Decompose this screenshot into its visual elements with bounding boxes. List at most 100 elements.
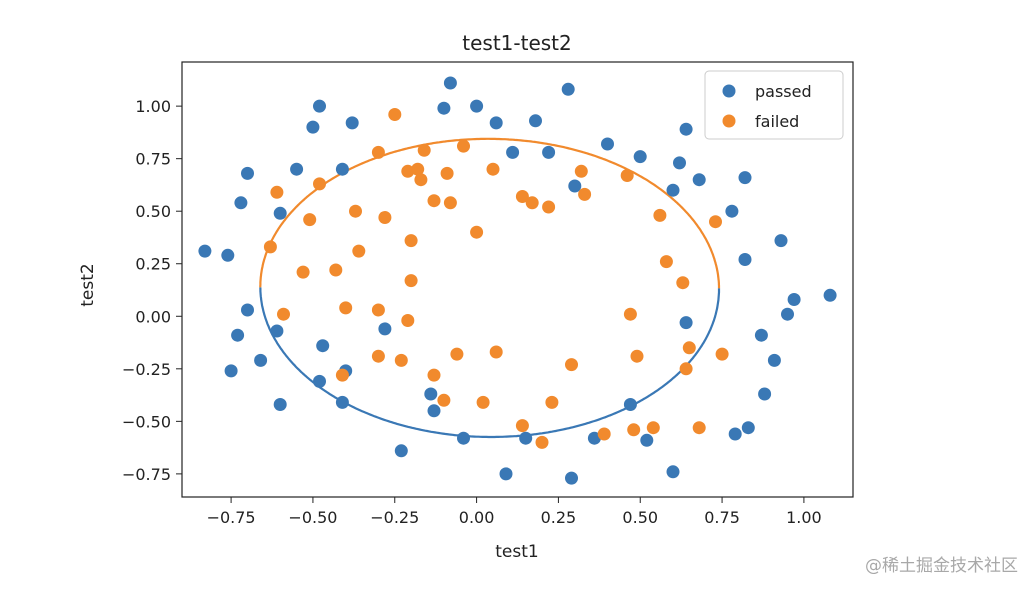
point-failed	[329, 263, 343, 277]
point-passed	[506, 145, 520, 159]
point-passed	[679, 316, 693, 330]
x-tick-label: 0.75	[704, 508, 740, 527]
point-failed	[371, 303, 385, 317]
point-passed	[767, 353, 781, 367]
point-passed	[313, 374, 326, 388]
point-failed	[715, 347, 729, 361]
y-tick-label: 1.00	[135, 97, 171, 116]
point-failed	[388, 108, 402, 121]
point-failed	[653, 208, 667, 222]
point-failed	[646, 421, 660, 435]
y-tick-label: −0.75	[122, 465, 171, 484]
point-failed	[679, 362, 693, 376]
point-failed	[515, 190, 529, 203]
x-tick-label: −0.25	[370, 508, 419, 527]
point-passed	[666, 183, 680, 197]
point-passed	[529, 114, 542, 128]
point-failed	[659, 255, 673, 269]
point-passed	[728, 427, 742, 441]
point-failed	[270, 185, 284, 199]
point-passed	[741, 421, 755, 435]
x-axis-ticks: −0.75 −0.50 −0.25 0.00 0.25 0.50 0.75 1.00	[207, 497, 822, 527]
point-passed	[221, 248, 235, 262]
point-failed	[627, 423, 641, 437]
point-failed	[371, 145, 385, 159]
watermark-text: @稀土掘金技术社区	[865, 556, 1018, 576]
x-tick-label: −0.75	[207, 508, 256, 527]
legend-marker-failed	[722, 114, 736, 128]
point-failed	[404, 234, 418, 248]
point-passed	[424, 387, 438, 401]
point-passed	[587, 431, 601, 445]
point-failed	[414, 173, 428, 187]
point-passed	[640, 433, 654, 447]
point-failed	[443, 196, 457, 210]
point-failed	[339, 301, 353, 315]
point-passed	[738, 253, 752, 266]
point-failed	[411, 162, 425, 176]
x-tick-label: 0.50	[622, 508, 658, 527]
point-passed	[234, 196, 248, 210]
x-tick-label: 1.00	[786, 508, 822, 527]
point-passed	[427, 404, 441, 418]
point-failed	[535, 435, 549, 449]
point-passed	[679, 122, 693, 136]
point-passed	[224, 364, 238, 378]
point-passed	[561, 82, 575, 96]
point-failed	[515, 419, 529, 433]
point-failed	[335, 368, 349, 382]
point-passed	[692, 173, 706, 187]
point-passed	[443, 76, 457, 90]
point-failed	[676, 276, 690, 290]
y-tick-label: 0.00	[135, 307, 171, 326]
point-passed	[499, 467, 513, 481]
axes-frame	[181, 61, 854, 498]
point-passed	[306, 120, 320, 134]
y-axis-ticks: −0.75 −0.50 −0.25 0.00 0.25 0.50 0.75 1.00	[122, 97, 182, 484]
point-passed	[378, 322, 392, 336]
point-failed	[565, 358, 578, 372]
chart-title: test1-test2	[462, 31, 571, 55]
point-passed	[316, 339, 330, 353]
x-tick-label: 0.00	[459, 508, 495, 527]
point-failed	[682, 341, 696, 355]
point-passed	[754, 328, 768, 342]
point-passed	[738, 171, 752, 185]
point-failed	[263, 240, 277, 254]
point-failed	[303, 213, 317, 227]
point-passed	[633, 150, 647, 164]
point-failed	[623, 307, 637, 321]
point-passed	[774, 234, 788, 248]
point-failed	[578, 187, 592, 201]
point-passed	[470, 99, 484, 113]
point-passed	[313, 99, 326, 113]
point-failed	[574, 164, 588, 178]
point-passed	[241, 303, 254, 317]
boundary-upper-arc	[259, 137, 721, 289]
point-passed	[823, 288, 837, 302]
point-passed	[241, 166, 254, 180]
point-failed	[296, 265, 310, 279]
legend-label-failed: failed	[755, 112, 799, 131]
axes-border	[181, 61, 854, 498]
point-failed	[427, 368, 441, 382]
point-failed	[437, 393, 451, 407]
point-passed	[254, 353, 268, 367]
point-failed	[545, 395, 559, 409]
point-passed	[787, 293, 801, 306]
point-failed	[277, 307, 290, 321]
point-failed	[597, 427, 611, 441]
point-failed	[709, 215, 722, 229]
point-passed	[457, 431, 470, 445]
point-failed	[692, 421, 706, 435]
point-failed	[457, 139, 470, 153]
x-tick-label: 0.25	[541, 508, 577, 527]
point-passed	[273, 398, 287, 411]
point-failed	[352, 244, 366, 258]
point-failed	[401, 164, 415, 178]
point-passed	[565, 471, 578, 485]
point-passed	[231, 328, 245, 342]
point-passed	[623, 398, 637, 411]
point-passed	[666, 465, 680, 479]
point-failed	[470, 225, 484, 239]
